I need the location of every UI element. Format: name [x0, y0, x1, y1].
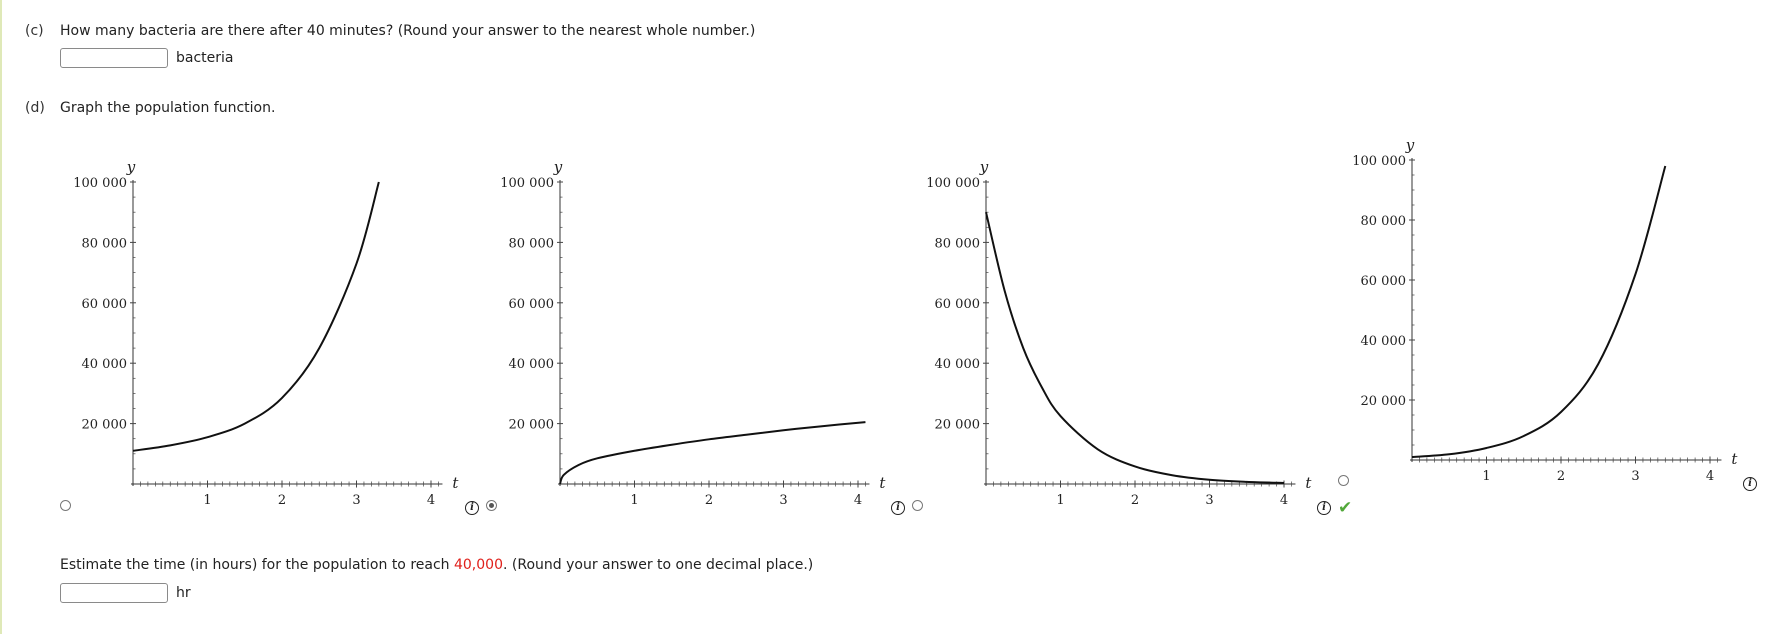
graph-2-population-curve — [559, 421, 866, 485]
estimate-question: Estimate the time (in hours) for the pop… — [60, 557, 813, 573]
part-c-question: How many bacteria are there after 40 min… — [60, 23, 756, 39]
graph-1-x-tick-label: 3 — [352, 493, 360, 508]
graph-3-y-tick-label: 20 000 — [935, 418, 981, 433]
estimate-prefix: Estimate the time (in hours) for the pop… — [60, 557, 454, 573]
graph-option-b-radio[interactable] — [486, 500, 497, 511]
graph-option-c-radio[interactable] — [912, 500, 923, 511]
graph-3-x-tick-label: 4 — [1280, 493, 1288, 508]
graph-4-x-tick-label: 3 — [1631, 469, 1639, 484]
graph-2-y-tick-label: 20 000 — [509, 418, 555, 433]
graph-3-x-tick-label: 3 — [1205, 493, 1213, 508]
time-estimate-input[interactable] — [60, 583, 168, 603]
graph-3-y-tick-label: 100 000 — [926, 176, 980, 191]
graph-1-y-tick-label: 80 000 — [82, 236, 128, 251]
graph-option-d-radio[interactable] — [1338, 475, 1349, 486]
left-margin-rule — [0, 0, 2, 634]
graph-2-y-axis-label: y — [553, 158, 563, 176]
graph-b-info-icon[interactable]: i — [891, 501, 905, 515]
graph-2-y-tick-label: 60 000 — [509, 297, 555, 312]
bacteria-unit-label: bacteria — [176, 50, 234, 66]
graph-4-x-axis-label: t — [1731, 450, 1738, 468]
estimate-target-value: 40,000 — [453, 557, 503, 573]
graph-a-info-icon[interactable]: i — [465, 501, 479, 515]
graph-4-y-tick-label: 80 000 — [1361, 214, 1407, 229]
graph-2-x-axis-label: t — [879, 474, 886, 492]
graph-4-x-tick-label: 1 — [1482, 469, 1490, 484]
graph-2-x-tick-label: 3 — [779, 493, 787, 508]
graph-3-y-tick-label: 40 000 — [935, 357, 981, 372]
graph-4-x-tick-label: 2 — [1557, 469, 1565, 484]
estimate-suffix: . (Round your answer to one decimal plac… — [502, 557, 814, 573]
graph-3-x-tick-label: 1 — [1056, 493, 1064, 508]
graph-1-x-axis-label: t — [452, 474, 459, 492]
graph-4-population-curve — [1411, 165, 1667, 458]
graph-2-y-tick-label: 100 000 — [500, 176, 554, 191]
graph-3-population-curve — [985, 211, 1285, 484]
graph-4-y-tick-label: 40 000 — [1361, 334, 1407, 349]
graph-1-y-axis-label: y — [126, 158, 136, 176]
graph-3-y-axis-label: y — [979, 158, 989, 176]
part-d-question: Graph the population function. — [60, 100, 276, 116]
graph-2-y-tick-label: 80 000 — [509, 236, 555, 251]
bacteria-count-input[interactable] — [60, 48, 168, 68]
graph-1-y-tick-label: 20 000 — [82, 418, 128, 433]
graph-3-x-axis-label: t — [1305, 474, 1312, 492]
graph-2-x-tick-label: 2 — [705, 493, 713, 508]
graph-1-x-tick-label: 2 — [278, 493, 286, 508]
graph-2-y-tick-label: 40 000 — [509, 357, 555, 372]
graph-4-y-axis-label: y — [1405, 136, 1415, 154]
part-d-letter: (d) — [25, 100, 45, 116]
graph-2-x-tick-label: 4 — [854, 493, 862, 508]
graph-4-x-tick-label: 4 — [1706, 469, 1714, 484]
graph-4-y-tick-label: 60 000 — [1361, 274, 1407, 289]
correct-check-icon: ✔ — [1338, 498, 1353, 518]
graph-4-y-tick-label: 100 000 — [1352, 154, 1406, 169]
graph-1-population-curve — [132, 181, 380, 452]
graph-4-y-tick-label: 20 000 — [1361, 394, 1407, 409]
graph-1-y-tick-label: 100 000 — [73, 176, 127, 191]
graph-c-info-icon[interactable]: i — [1317, 501, 1331, 515]
graph-3-x-tick-label: 2 — [1131, 493, 1139, 508]
graph-d-info-icon[interactable]: i — [1743, 477, 1757, 491]
graph-option-a-radio[interactable] — [60, 500, 71, 511]
graph-1-x-tick-label: 4 — [427, 493, 435, 508]
hours-unit-label: hr — [176, 585, 191, 601]
graph-3-y-tick-label: 60 000 — [935, 297, 981, 312]
graph-1-y-tick-label: 40 000 — [82, 357, 128, 372]
graph-1-x-tick-label: 1 — [203, 493, 211, 508]
part-c-letter: (c) — [25, 23, 44, 39]
graph-3-y-tick-label: 80 000 — [935, 236, 981, 251]
graph-2-x-tick-label: 1 — [630, 493, 638, 508]
graph-1-y-tick-label: 60 000 — [82, 297, 128, 312]
